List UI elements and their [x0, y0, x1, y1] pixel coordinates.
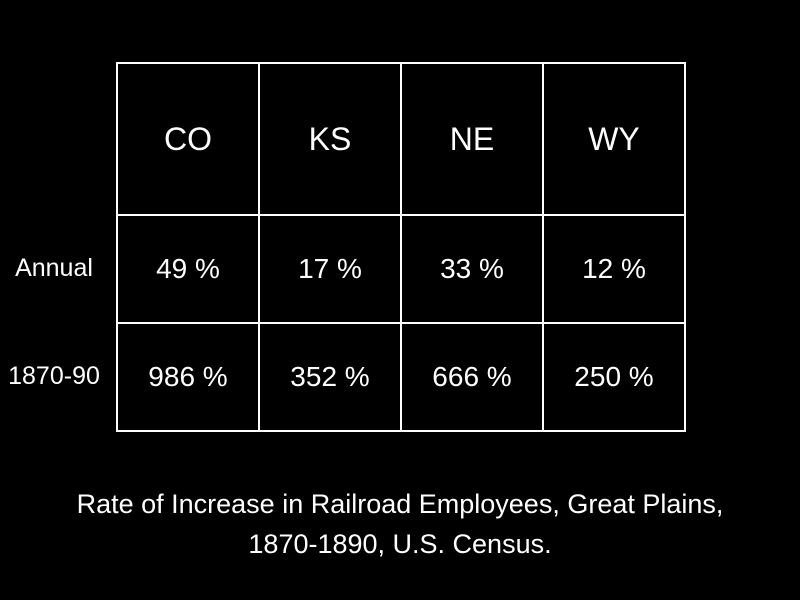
- table-cell: 33 %: [400, 214, 544, 324]
- column-header: CO: [116, 62, 260, 216]
- table-cell: 12 %: [542, 214, 686, 324]
- table-cell: 986 %: [116, 322, 260, 432]
- column-header: KS: [258, 62, 402, 216]
- table-cell: 352 %: [258, 322, 402, 432]
- table-cell: 250 %: [542, 322, 686, 432]
- table-cell: 666 %: [400, 322, 544, 432]
- table-cell: 49 %: [116, 214, 260, 324]
- column-header: NE: [400, 62, 544, 216]
- column-header: WY: [542, 62, 686, 216]
- table-cell: 17 %: [258, 214, 402, 324]
- row-label: 1870-90: [8, 361, 100, 390]
- row-label: Annual: [15, 253, 93, 282]
- caption: Rate of Increase in Railroad Employees, …: [76, 489, 724, 559]
